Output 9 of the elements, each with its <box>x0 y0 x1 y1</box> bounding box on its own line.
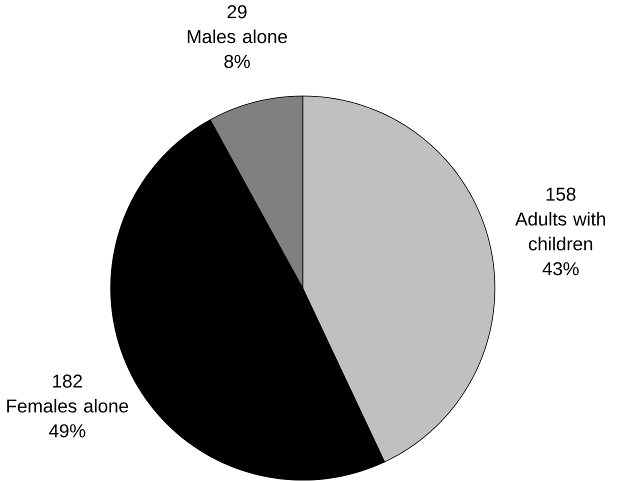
text: 29 <box>228 5 247 19</box>
text: 182 <box>53 374 82 388</box>
slice-label: Males alone <box>188 30 287 44</box>
data-label: 8% <box>224 55 250 68</box>
slice-label: Adults with children <box>515 212 606 251</box>
text: 158 <box>546 188 576 201</box>
data-label: 43% <box>542 262 579 276</box>
data-label: 49% <box>49 424 86 438</box>
slice-label: Females alone <box>7 399 128 413</box>
